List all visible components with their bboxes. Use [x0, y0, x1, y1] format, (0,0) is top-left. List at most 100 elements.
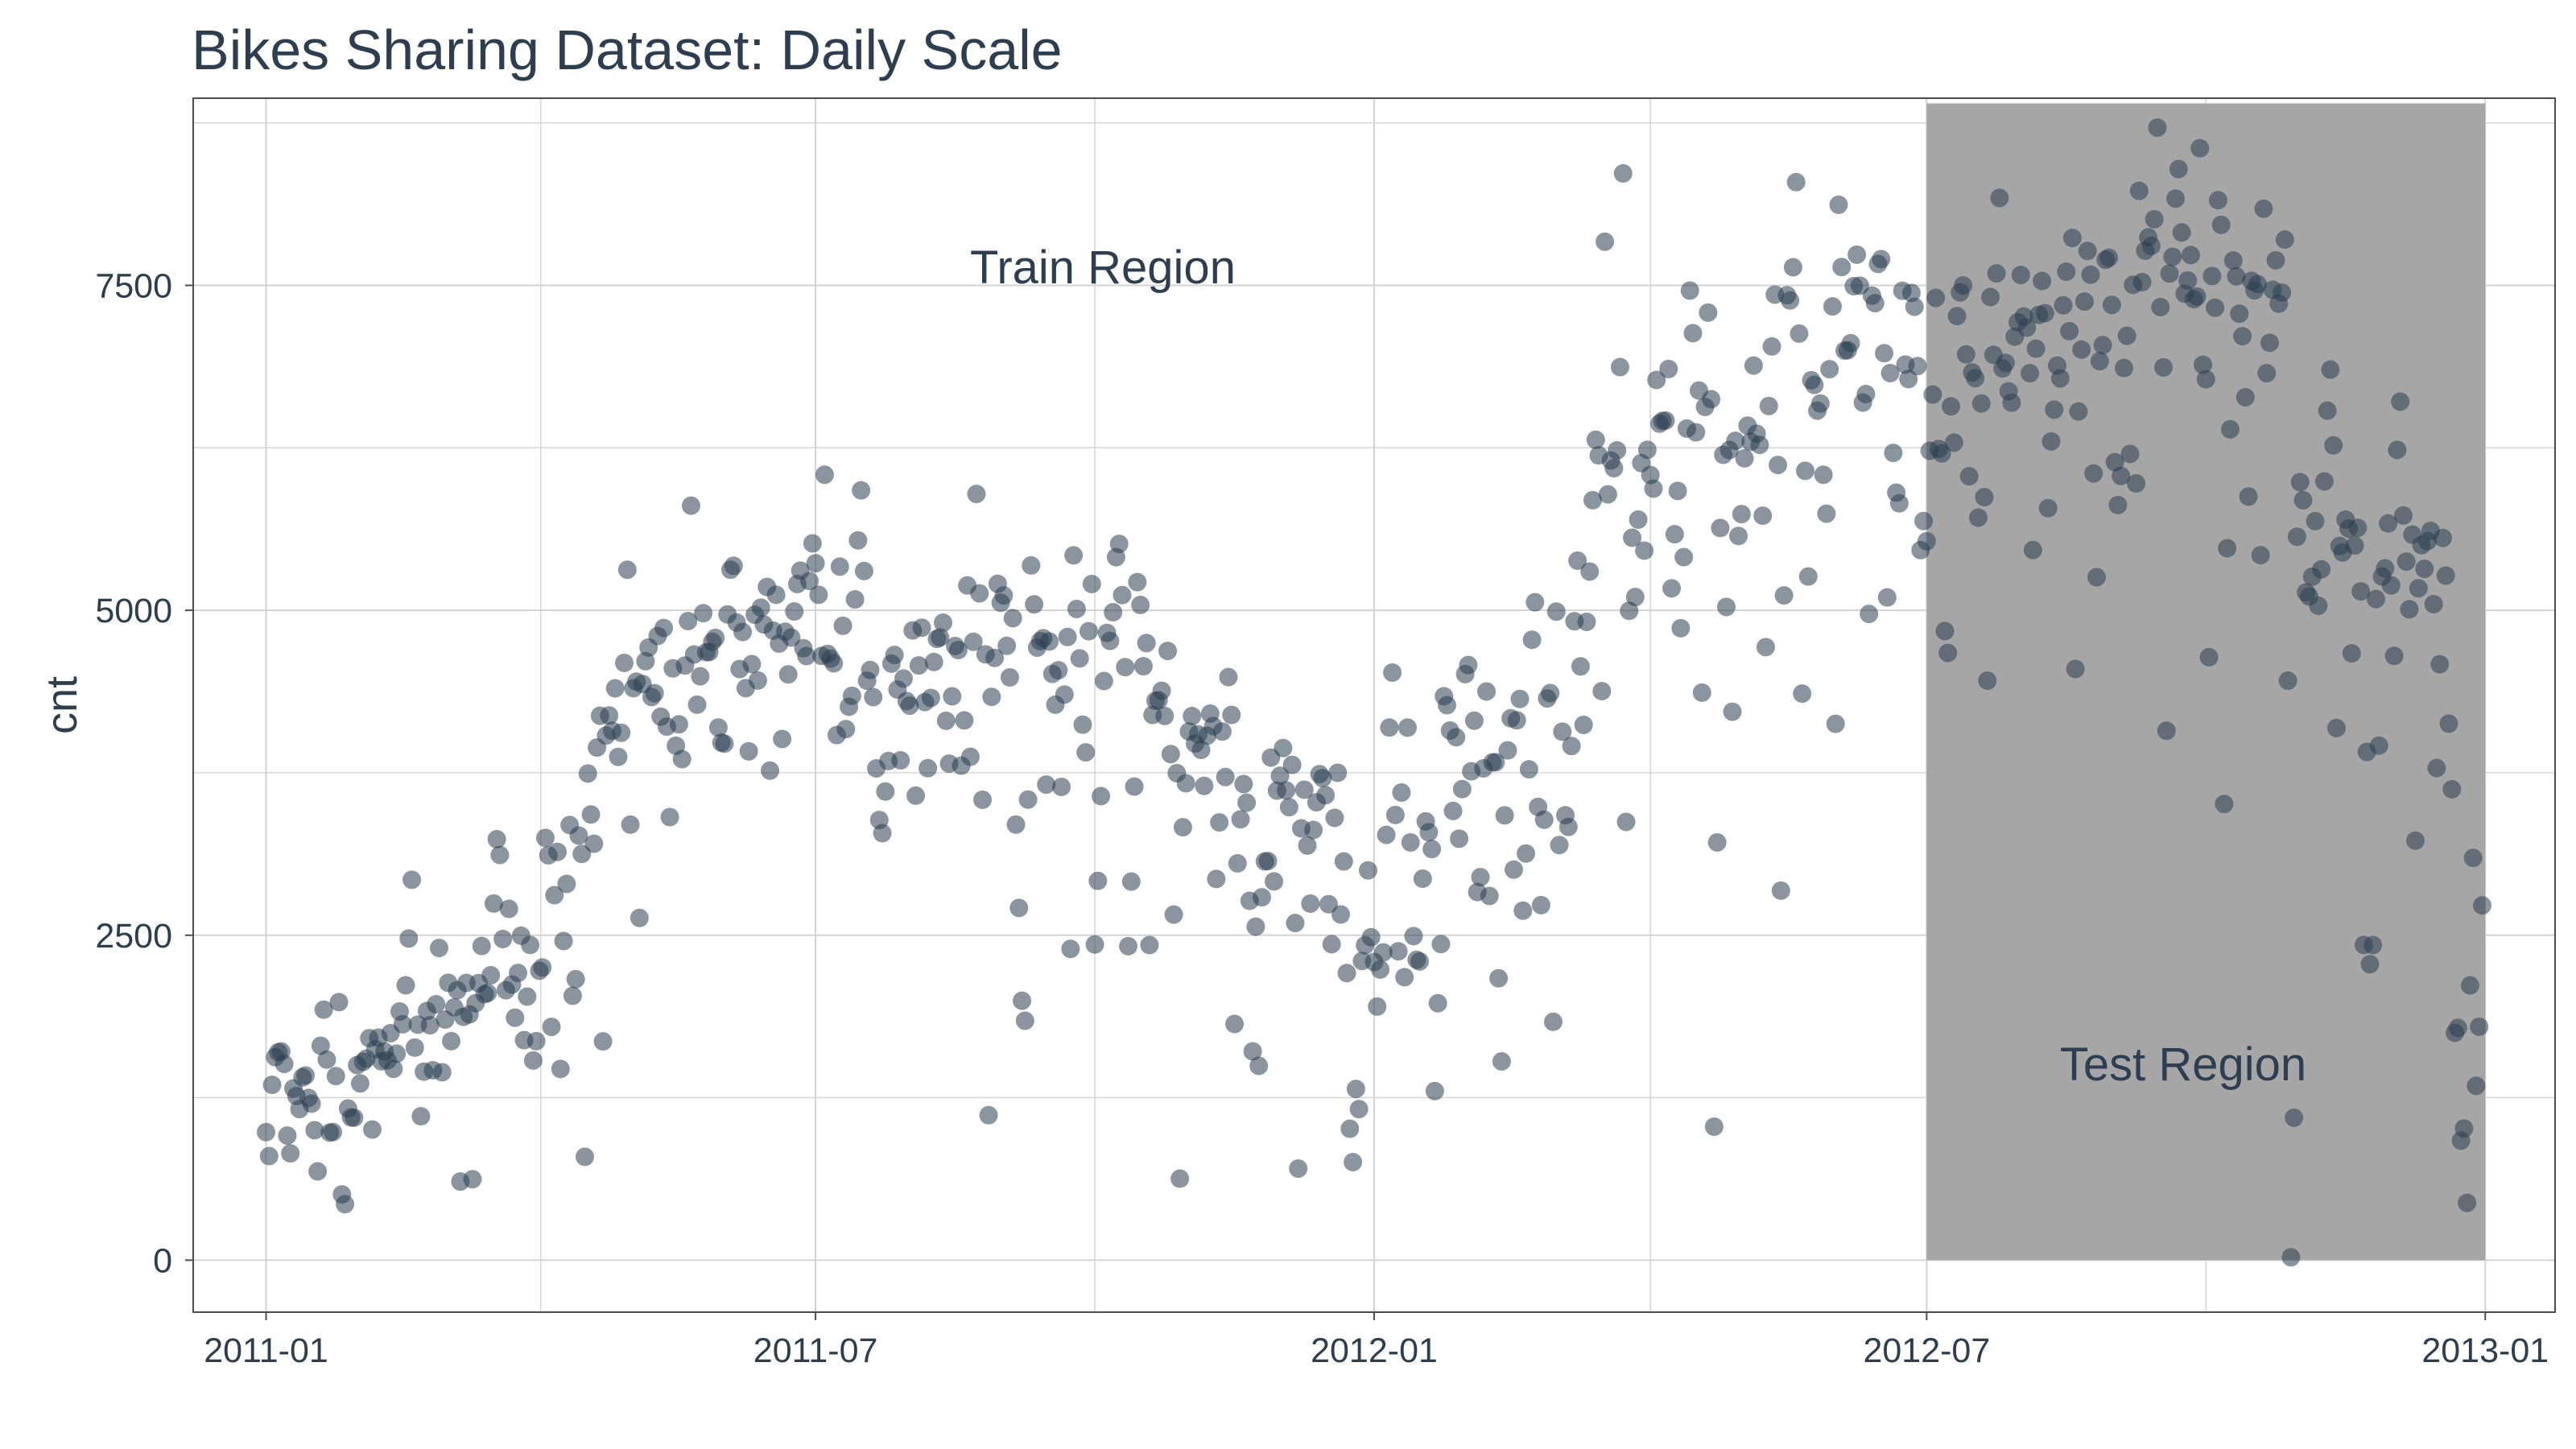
- data-point: [2151, 297, 2170, 316]
- data-point: [2181, 246, 2200, 265]
- data-point: [1480, 886, 1499, 906]
- data-point: [493, 929, 513, 948]
- data-point: [432, 1063, 452, 1082]
- data-point: [2406, 831, 2425, 850]
- data-point: [1076, 743, 1096, 762]
- data-point: [2081, 265, 2100, 284]
- data-point: [1495, 806, 1514, 825]
- data-point: [1067, 600, 1086, 619]
- data-point: [1674, 547, 1694, 567]
- data-point: [797, 646, 816, 666]
- data-point: [1783, 258, 1802, 277]
- data-point: [2376, 559, 2395, 578]
- data-point: [402, 870, 422, 890]
- data-point: [387, 1044, 407, 1063]
- data-point: [761, 761, 780, 780]
- data-point: [2400, 600, 2419, 619]
- data-point: [1088, 871, 1108, 890]
- data-point: [2202, 266, 2222, 286]
- data-point: [593, 1032, 613, 1051]
- data-point: [809, 585, 828, 605]
- data-point: [323, 1122, 342, 1141]
- data-point: [2227, 266, 2246, 286]
- data-point: [891, 750, 910, 770]
- x-tick-label: 2012-01: [1311, 1331, 1438, 1370]
- data-point: [1571, 657, 1590, 676]
- data-point: [1298, 836, 1317, 855]
- data-point: [1517, 844, 1536, 863]
- data-point: [800, 572, 819, 591]
- data-point: [852, 481, 871, 500]
- data-point: [2084, 464, 2103, 483]
- data-point: [1389, 942, 1408, 961]
- data-point: [1337, 964, 1356, 983]
- data-point: [2194, 355, 2213, 374]
- data-point: [1656, 411, 1675, 430]
- y-tick-label: 2500: [95, 917, 172, 956]
- data-point: [2050, 369, 2070, 388]
- data-point: [1513, 901, 1533, 920]
- data-point: [2251, 546, 2270, 565]
- data-point: [1793, 684, 1812, 704]
- data-point: [1064, 546, 1084, 565]
- data-point: [654, 618, 674, 638]
- data-point: [1550, 836, 1569, 855]
- data-point: [979, 1105, 998, 1125]
- data-point: [1222, 705, 1241, 724]
- data-point: [2035, 303, 2054, 323]
- data-point: [490, 845, 510, 865]
- data-point: [1289, 1159, 1308, 1179]
- data-point: [691, 667, 710, 686]
- data-point: [1877, 588, 1897, 607]
- data-point: [2285, 1108, 2304, 1127]
- data-point: [2041, 431, 2061, 451]
- data-point: [2369, 736, 2388, 755]
- y-tick-label: 0: [153, 1241, 172, 1280]
- data-point: [1328, 763, 1348, 782]
- data-point: [1932, 444, 1951, 463]
- data-point: [1716, 597, 1736, 617]
- y-tick-label: 7500: [95, 266, 172, 305]
- data-point: [1176, 774, 1195, 793]
- data-point: [275, 1055, 294, 1074]
- data-point: [499, 899, 518, 919]
- data-point: [1608, 441, 1627, 460]
- data-point: [2117, 326, 2136, 345]
- data-point: [296, 1066, 316, 1085]
- data-point: [1022, 555, 1041, 575]
- y-tick-label: 5000: [95, 592, 172, 630]
- data-point: [345, 1108, 364, 1127]
- data-point: [484, 894, 503, 913]
- data-point: [1100, 631, 1120, 650]
- data-point: [336, 1195, 355, 1214]
- data-point: [2324, 436, 2343, 455]
- data-point: [1070, 649, 1089, 668]
- data-point: [384, 1059, 403, 1079]
- data-point: [2430, 654, 2450, 674]
- data-point: [1133, 657, 1153, 676]
- data-point: [1459, 655, 1478, 675]
- data-point: [1170, 1169, 1190, 1188]
- data-point: [2463, 848, 2483, 868]
- data-point: [1623, 528, 1642, 547]
- data-point: [1104, 603, 1123, 622]
- data-point: [636, 651, 655, 671]
- data-point: [2309, 596, 2328, 615]
- data-point: [2381, 576, 2401, 595]
- data-point: [535, 828, 555, 848]
- test-region-label: Test Region: [2060, 1038, 2306, 1091]
- data-point: [1055, 685, 1074, 704]
- data-point: [1058, 627, 1077, 646]
- data-point: [551, 1059, 570, 1079]
- data-point: [861, 660, 880, 679]
- data-point: [2163, 247, 2182, 266]
- data-point: [329, 993, 349, 1012]
- data-point: [2021, 364, 2040, 383]
- data-point: [833, 616, 852, 635]
- data-point: [715, 734, 734, 753]
- data-point: [2436, 566, 2455, 585]
- data-point: [1301, 894, 1320, 914]
- data-point: [2054, 295, 2073, 315]
- data-point: [2366, 589, 2385, 609]
- data-point: [1073, 715, 1092, 734]
